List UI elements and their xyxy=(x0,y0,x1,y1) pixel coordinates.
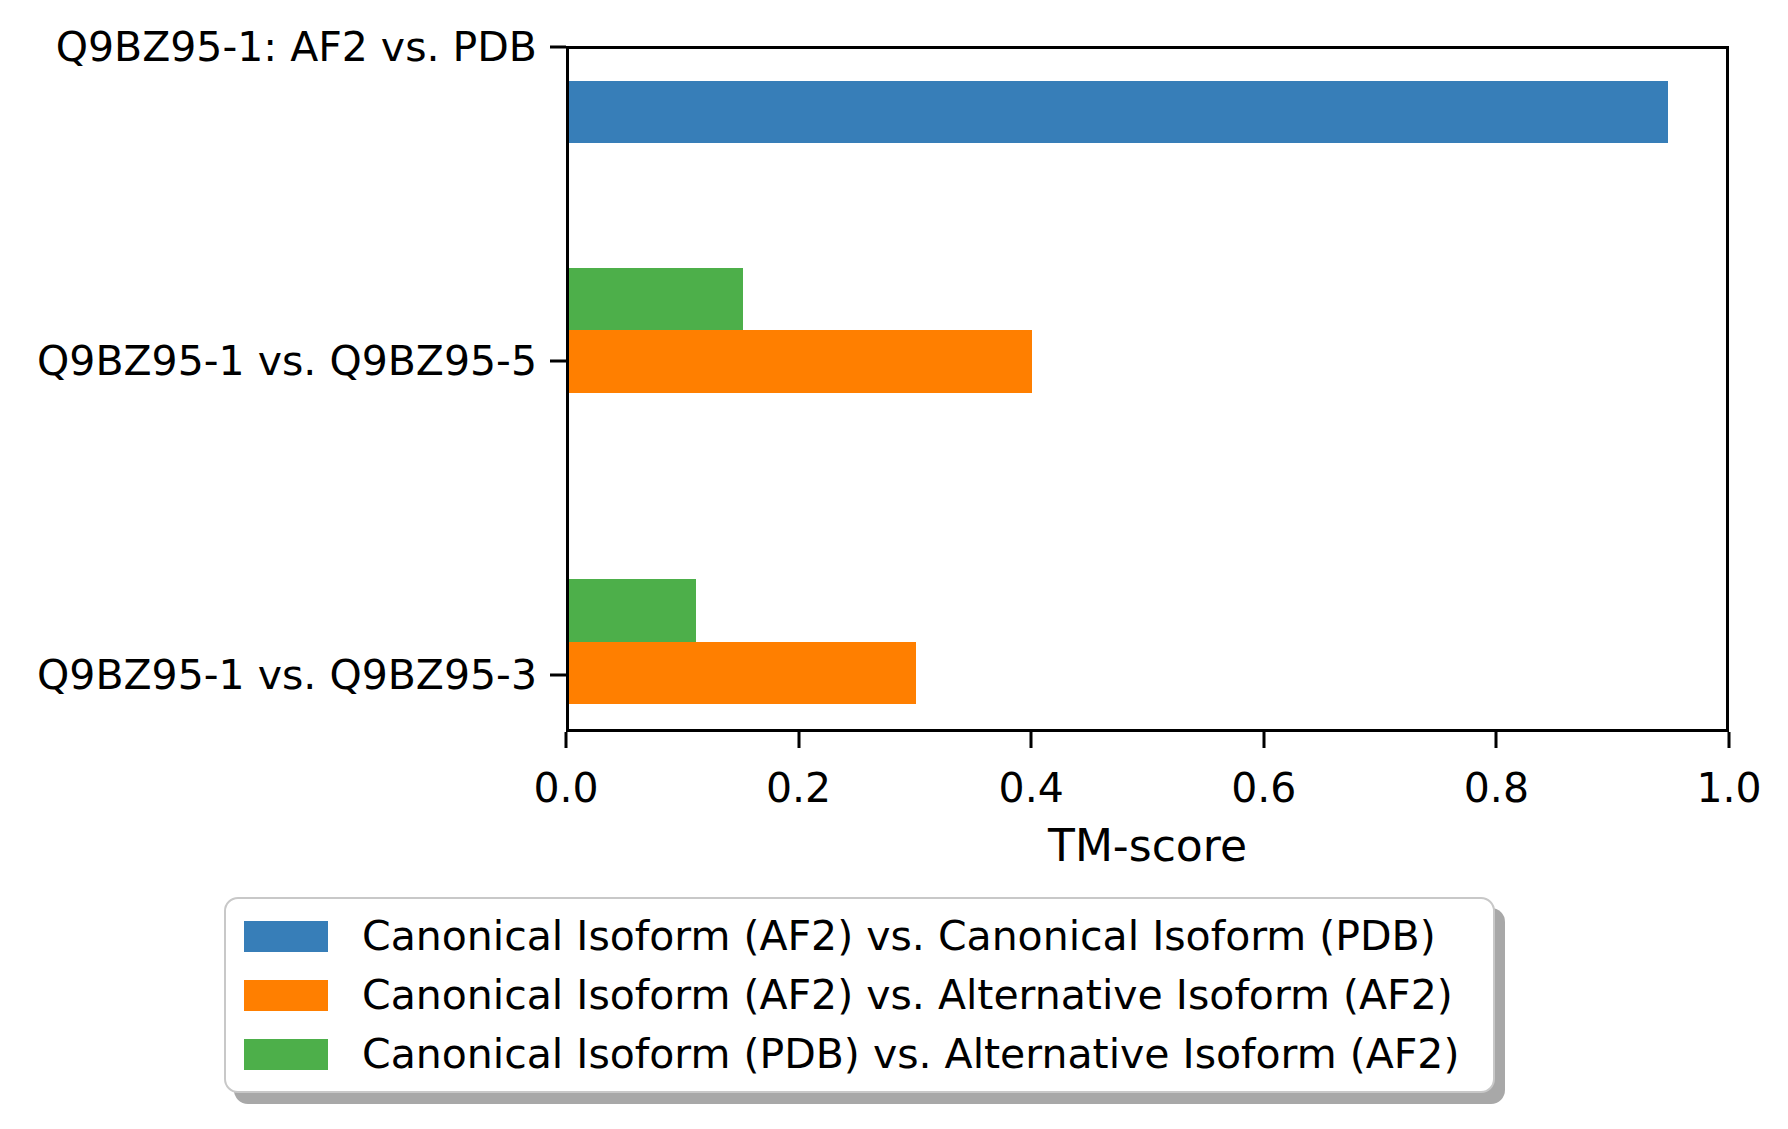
x-tick-label: 0.6 xyxy=(1231,760,1296,816)
bar-series-1-category-1 xyxy=(569,330,1032,392)
x-tick-label: 0.4 xyxy=(999,760,1064,816)
x-axis-label: TM-score xyxy=(1048,820,1247,871)
y-category-label: Q9BZ95-1 vs. Q9BZ95-5 xyxy=(0,331,537,391)
bar-series-0-category-0 xyxy=(569,81,1668,143)
bar-series-2-category-1 xyxy=(569,268,743,330)
x-tick xyxy=(565,732,568,748)
x-tick xyxy=(797,732,800,748)
legend-entry: Canonical Isoform (AF2) vs. Canonical Is… xyxy=(244,908,1459,964)
plot-area xyxy=(566,46,1729,732)
y-axis-ticks xyxy=(550,46,566,732)
legend-label: Canonical Isoform (PDB) vs. Alternative … xyxy=(362,1030,1459,1078)
x-tick-label: 0.2 xyxy=(766,760,831,816)
x-tick-label: 0.8 xyxy=(1464,760,1529,816)
y-tick xyxy=(550,674,566,677)
legend-entry: Canonical Isoform (PDB) vs. Alternative … xyxy=(244,1026,1459,1082)
y-category-label: Q9BZ95-1 vs. Q9BZ95-3 xyxy=(0,645,537,705)
legend-swatch-icon xyxy=(244,1039,328,1070)
y-category-label: Q9BZ95-1: AF2 vs. PDB xyxy=(0,17,537,77)
bar-series-1-category-2 xyxy=(569,642,916,704)
y-tick xyxy=(550,45,566,48)
legend-label: Canonical Isoform (AF2) vs. Alternative … xyxy=(362,971,1453,1019)
x-tick-label: 0.0 xyxy=(533,760,598,816)
legend-label: Canonical Isoform (AF2) vs. Canonical Is… xyxy=(362,912,1436,960)
legend-swatch-icon xyxy=(244,921,328,952)
legend: Canonical Isoform (AF2) vs. Canonical Is… xyxy=(224,897,1495,1093)
x-tick xyxy=(1728,732,1731,748)
x-tick-label: 1.0 xyxy=(1696,760,1761,816)
x-tick xyxy=(1030,732,1033,748)
x-tick xyxy=(1262,732,1265,748)
legend-entry: Canonical Isoform (AF2) vs. Alternative … xyxy=(244,967,1459,1023)
x-tick xyxy=(1495,732,1498,748)
x-axis-ticks xyxy=(566,732,1729,748)
bar-series-2-category-2 xyxy=(569,579,696,641)
x-axis-label-wrap: TM-score xyxy=(566,820,1729,871)
y-axis-category-labels: Q9BZ95-1: AF2 vs. PDBQ9BZ95-1 vs. Q9BZ95… xyxy=(0,46,537,732)
bar-chart-figure: Q9BZ95-1: AF2 vs. PDB Q9BZ95-1 vs. Q9BZ95… xyxy=(0,0,1788,1129)
legend-swatch-icon xyxy=(244,980,328,1011)
y-tick xyxy=(550,360,566,363)
x-axis-tick-labels: 0.00.20.40.60.81.0 xyxy=(566,760,1729,816)
